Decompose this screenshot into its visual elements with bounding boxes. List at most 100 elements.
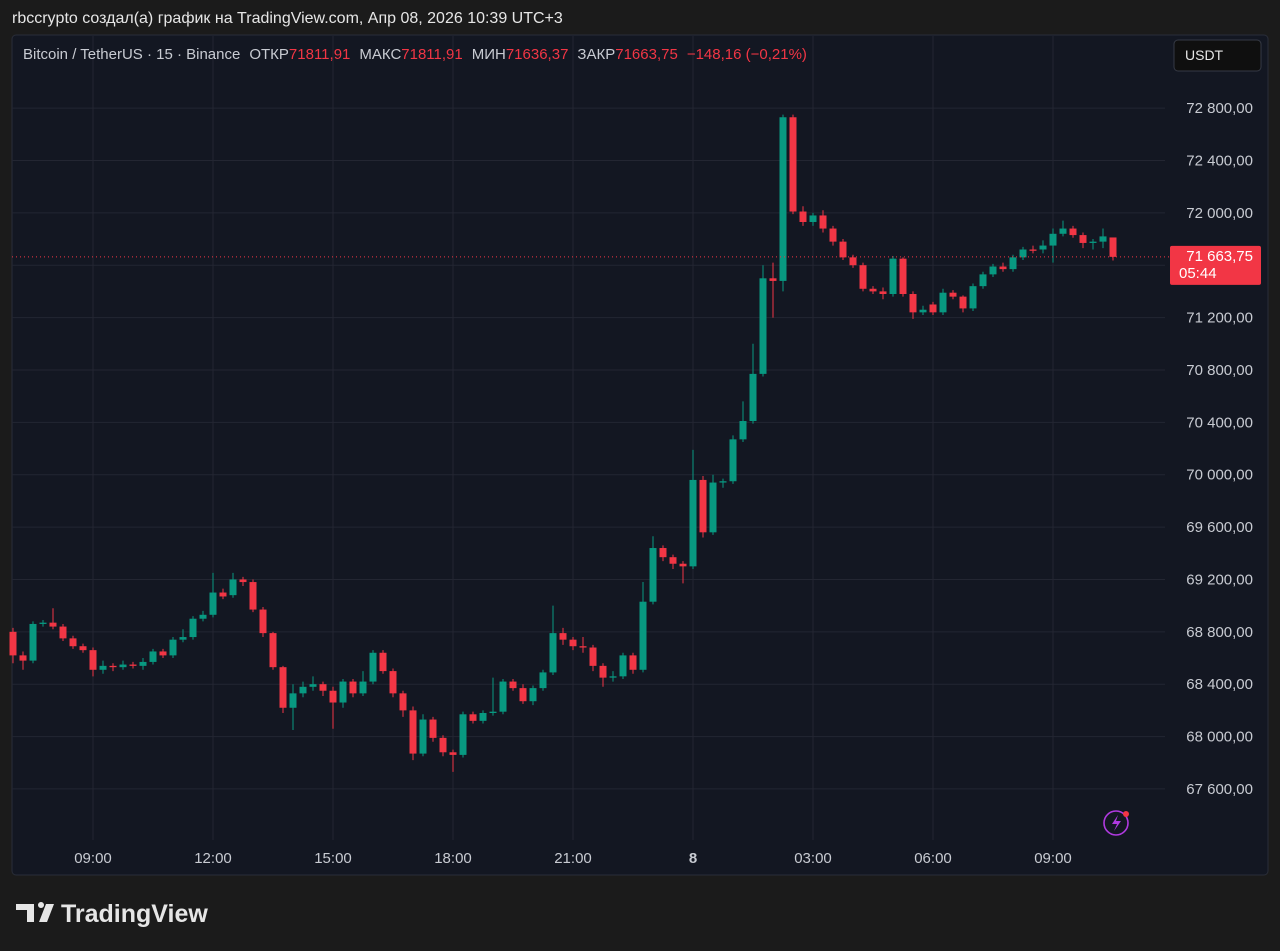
chart-panel xyxy=(11,34,1269,876)
candle-body xyxy=(289,693,297,708)
candle-body xyxy=(919,309,927,313)
candle-body xyxy=(179,637,187,640)
candle-body xyxy=(809,215,817,222)
alert-bolt xyxy=(1112,815,1121,831)
candle-body xyxy=(469,714,477,721)
logo-text: TradingView xyxy=(61,900,208,928)
candle-body xyxy=(439,737,447,753)
candle-body xyxy=(299,686,307,694)
legend-label: МИН xyxy=(472,46,506,63)
x-tick-label: 12:00 xyxy=(194,850,232,867)
candle-body xyxy=(129,664,137,666)
candle-body xyxy=(799,211,807,222)
candle-body xyxy=(679,563,687,567)
candle-body xyxy=(449,752,457,755)
candle-body xyxy=(879,291,887,295)
legend-label: МАКС xyxy=(359,46,401,63)
candle-body xyxy=(189,618,197,638)
currency-label[interactable]: USDT xyxy=(1185,47,1224,63)
candle-body xyxy=(369,652,377,682)
legend-value: 71663,75 xyxy=(615,46,678,63)
candle-body xyxy=(579,646,587,648)
y-tick-label: 68 800,00 xyxy=(1186,624,1253,641)
candle-body xyxy=(1099,236,1107,242)
y-tick-label: 72 800,00 xyxy=(1186,100,1253,117)
candle-body xyxy=(229,579,237,596)
candle-body xyxy=(69,638,77,647)
y-tick-label: 67 600,00 xyxy=(1186,781,1253,798)
candle-body xyxy=(29,623,37,661)
y-tick-label: 69 200,00 xyxy=(1186,571,1253,588)
candle-body xyxy=(489,711,497,713)
candle-body xyxy=(969,286,977,309)
candle-body xyxy=(409,710,417,754)
currency-button[interactable] xyxy=(1173,39,1262,72)
candle-body xyxy=(249,582,257,610)
legend-value: 71811,91 xyxy=(401,46,462,63)
logo: TradingView xyxy=(16,900,208,928)
candle-body xyxy=(749,373,757,422)
candle-body xyxy=(479,712,487,721)
candle-body xyxy=(259,609,267,634)
candle-body xyxy=(839,241,847,258)
candle-body xyxy=(789,117,797,212)
y-tick-label: 69 600,00 xyxy=(1186,519,1253,536)
candle-body xyxy=(929,304,937,313)
candle-body xyxy=(959,296,967,309)
candle-body xyxy=(779,117,787,281)
candle-body xyxy=(1039,245,1047,250)
candle-body xyxy=(819,215,827,229)
x-tick-label: 21:00 xyxy=(554,850,592,867)
legend-icon[interactable] xyxy=(1103,810,1129,836)
logo-mark xyxy=(16,902,54,922)
candle-body xyxy=(459,714,467,755)
candle-body xyxy=(499,681,507,712)
candle-body xyxy=(349,681,357,694)
candle-body xyxy=(429,719,437,738)
legend-label: ЗАКР xyxy=(577,46,615,63)
y-tick-label: 68 000,00 xyxy=(1186,729,1253,746)
candle-body xyxy=(719,481,727,483)
candle-body xyxy=(309,684,317,687)
candle-body xyxy=(759,278,767,374)
last-price-label: 71 663,75 xyxy=(1186,248,1253,265)
grid xyxy=(12,36,1165,840)
candle-body xyxy=(899,258,907,295)
candle-body xyxy=(539,672,547,689)
candle-body xyxy=(419,719,427,754)
y-tick-label: 70 000,00 xyxy=(1186,467,1253,484)
candle-body xyxy=(389,671,397,694)
candle-body xyxy=(209,592,217,615)
x-tick-label: 09:00 xyxy=(74,850,112,867)
candle-body xyxy=(559,633,567,640)
candle-body xyxy=(169,639,177,656)
legend-value: 71811,91 xyxy=(289,46,350,63)
candle-body xyxy=(1019,249,1027,258)
y-tick-label: 72 400,00 xyxy=(1186,152,1253,169)
candle-body xyxy=(1109,237,1117,257)
legend-value: 71636,37 xyxy=(506,46,569,63)
legend-change: −148,16 (−0,21%) xyxy=(687,46,807,63)
candle-body xyxy=(1069,228,1077,236)
candle-body xyxy=(989,266,997,275)
candle-body xyxy=(119,664,127,668)
x-tick-label: 06:00 xyxy=(914,850,952,867)
candle-body xyxy=(849,257,857,266)
candle-body xyxy=(39,622,47,624)
candle-body xyxy=(519,688,527,702)
candle-body xyxy=(1089,241,1097,243)
candle-body xyxy=(49,622,57,627)
y-tick-label: 70 800,00 xyxy=(1186,362,1253,379)
candle-body xyxy=(59,626,67,639)
candle-body xyxy=(109,665,117,668)
alert-icon[interactable] xyxy=(1103,810,1129,836)
candle-body xyxy=(379,652,387,672)
candle-body xyxy=(769,278,777,281)
candle-body xyxy=(269,633,277,668)
candle-body xyxy=(669,557,677,564)
candle-body xyxy=(709,482,717,533)
candle-body xyxy=(869,288,877,292)
candle-body xyxy=(729,439,737,482)
candle-body xyxy=(999,266,1007,270)
